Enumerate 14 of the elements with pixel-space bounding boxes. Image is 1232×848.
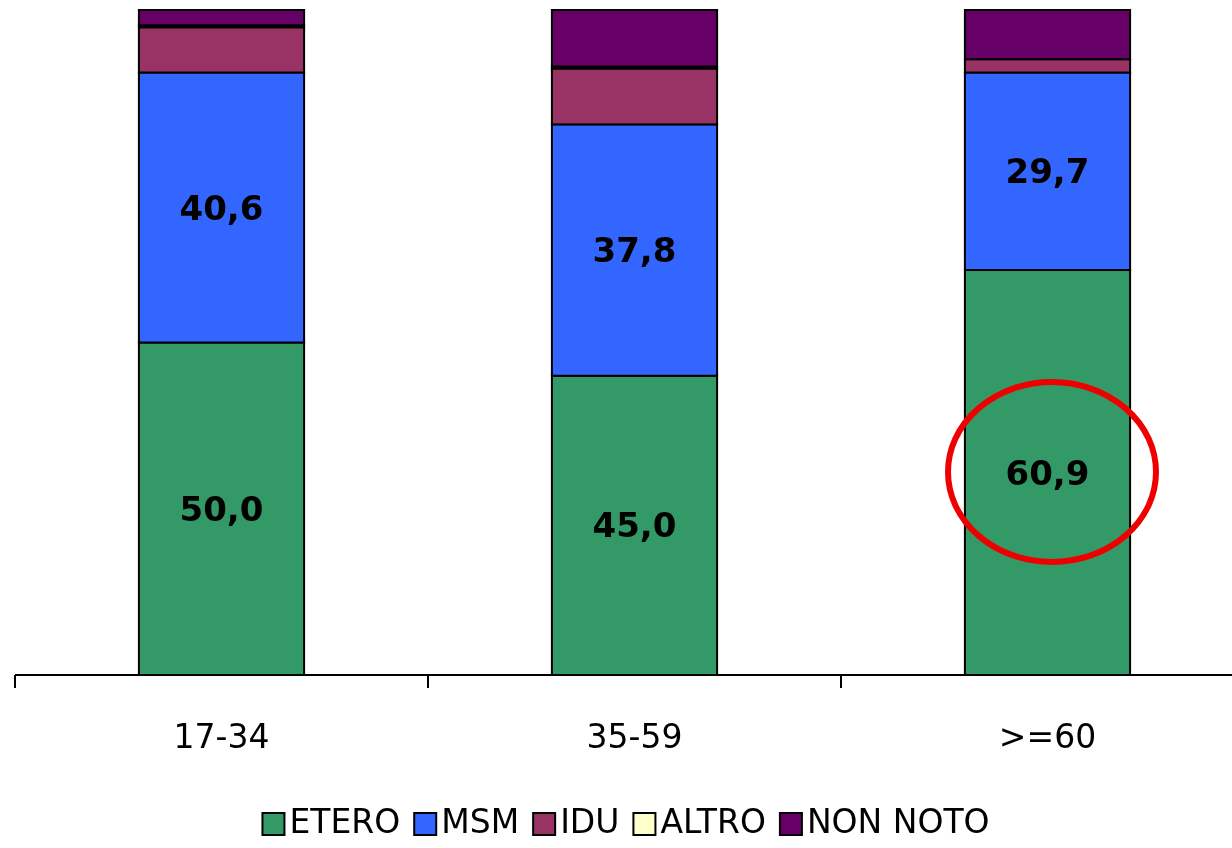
data-label: 60,9 bbox=[1005, 452, 1090, 493]
legend-label: MSM bbox=[441, 802, 520, 841]
legend-label: IDU bbox=[560, 802, 620, 841]
data-label: 29,7 bbox=[1005, 151, 1090, 192]
legend-label: ALTRO bbox=[660, 802, 766, 841]
legend-label: ETERO bbox=[289, 802, 401, 841]
x-tick-label: 35-59 bbox=[586, 717, 683, 756]
x-tick-label: 17-34 bbox=[173, 717, 270, 756]
data-label: 40,6 bbox=[179, 187, 264, 228]
x-tick-label: >=60 bbox=[998, 717, 1097, 756]
legend-label: NON NOTO bbox=[806, 802, 990, 841]
data-label: 50,0 bbox=[179, 488, 264, 529]
data-label: 45,0 bbox=[592, 505, 677, 546]
data-label: 37,8 bbox=[592, 230, 677, 271]
